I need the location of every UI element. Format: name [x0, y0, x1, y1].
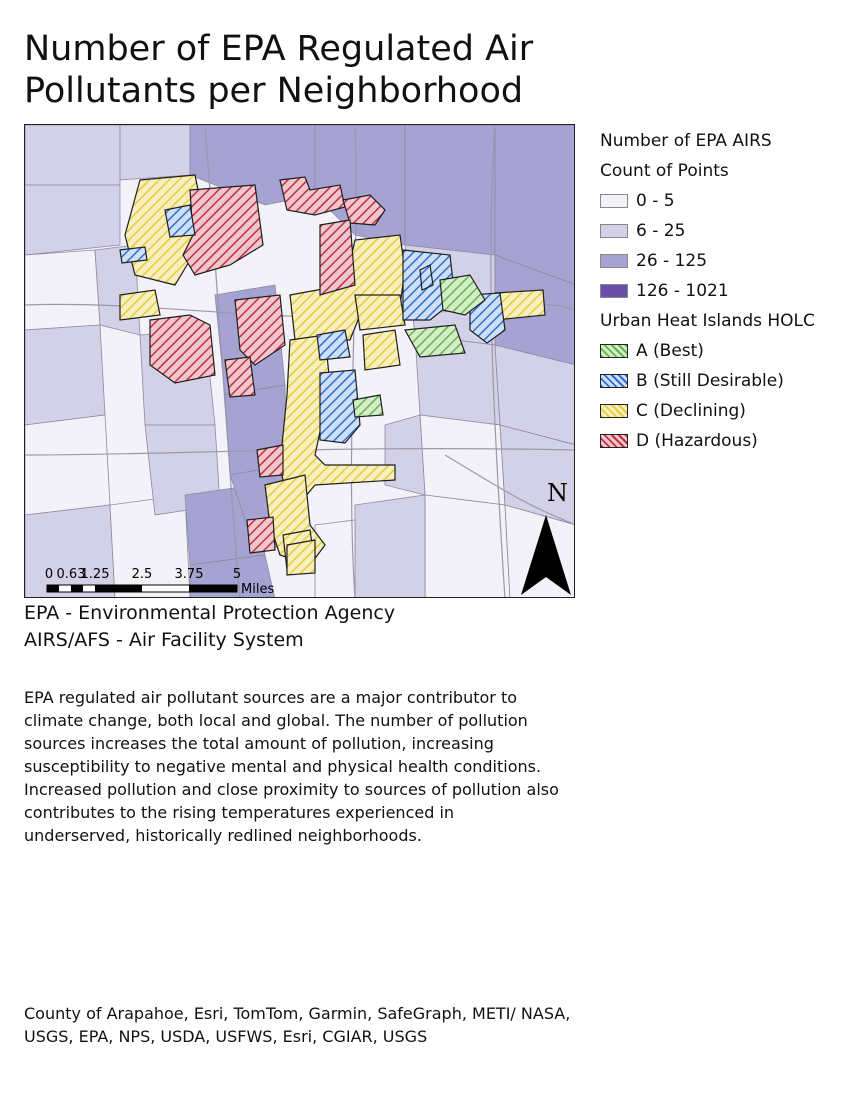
legend-hatch-swatch: [600, 404, 628, 418]
legend-label: 26 - 125: [636, 251, 708, 271]
holc-b-area: [119, 246, 148, 264]
description-text: EPA regulated air pollutant sources are …: [24, 688, 559, 845]
legend-label: 6 - 25: [636, 221, 686, 241]
legend-subheader: Count of Points: [600, 161, 729, 181]
holc-a-area: [352, 394, 384, 418]
data-credits: County of Arapahoe, Esri, TomTom, Garmin…: [24, 1004, 571, 1046]
legend-header: Number of EPA AIRS: [600, 131, 772, 151]
legend-item: 0 - 5: [600, 186, 815, 216]
legend-item: C (Declining): [600, 396, 815, 426]
legend-holc-header: Urban Heat Islands HOLC: [600, 311, 815, 331]
legend-swatch: [600, 224, 628, 238]
holc-d-area: [234, 294, 286, 366]
legend-item: 26 - 125: [600, 246, 815, 276]
legend-swatch: [600, 284, 628, 298]
holc-d-area: [246, 516, 276, 554]
holc-areas: [119, 174, 546, 576]
scale-tick-label: 0.63: [57, 567, 86, 582]
holc-d-area: [256, 444, 284, 478]
scale-tick-label: 0: [45, 567, 53, 582]
abbreviations: EPA - Environmental Protection Agency AI…: [24, 600, 395, 654]
holc-d-area: [182, 184, 264, 276]
holc-b-area: [319, 369, 361, 444]
scale-tick-label: 5: [233, 567, 241, 582]
legend-item: D (Hazardous): [600, 426, 815, 456]
abbreviation-airs: AIRS/AFS - Air Facility System: [24, 629, 304, 651]
holc-d-area: [342, 194, 386, 226]
legend-item: 6 - 25: [600, 216, 815, 246]
holc-b-area: [419, 264, 434, 291]
holc-a-area: [439, 274, 486, 316]
legend-swatch: [600, 254, 628, 268]
map-legend: Number of EPA AIRS Count of Points 0 - 5…: [600, 126, 815, 456]
legend-item: B (Still Desirable): [600, 366, 815, 396]
holc-c-area: [119, 289, 161, 321]
choropleth-map[interactable]: N 0 0.63 1.25 2.5 3.75 5 Miles: [25, 125, 575, 598]
holc-b-area: [164, 204, 196, 238]
map-frame[interactable]: N 0 0.63 1.25 2.5 3.75 5 Miles: [24, 124, 575, 598]
scale-unit-label: Miles: [241, 582, 274, 597]
scale-tick-label: 1.25: [81, 567, 110, 582]
legend-item: A (Best): [600, 336, 815, 366]
holc-b-area: [469, 292, 506, 344]
legend-hatch-swatch: [600, 344, 628, 358]
holc-c-area: [286, 539, 316, 576]
legend-label: 126 - 1021: [636, 281, 729, 301]
holc-d-area: [279, 176, 346, 216]
north-arrow-icon: N: [521, 479, 571, 595]
holc-d-area: [319, 219, 356, 296]
scale-tick-label: 2.5: [132, 567, 153, 582]
legend-hatch-swatch: [600, 434, 628, 448]
legend-label: 0 - 5: [636, 191, 675, 211]
legend-swatch: [600, 194, 628, 208]
legend-hatch-swatch: [600, 374, 628, 388]
holc-d-area: [149, 314, 216, 384]
scale-bar: 0 0.63 1.25 2.5 3.75 5 Miles: [45, 567, 275, 597]
legend-label: D (Hazardous): [636, 431, 758, 451]
holc-a-area: [404, 324, 466, 358]
legend-label: C (Declining): [636, 401, 746, 421]
map-title: Number of EPA Regulated Air Pollutants p…: [24, 29, 534, 111]
legend-label: A (Best): [636, 341, 704, 361]
abbreviation-epa: EPA - Environmental Protection Agency: [24, 602, 396, 624]
scale-tick-label: 3.75: [175, 567, 204, 582]
holc-c-area: [362, 329, 401, 371]
holc-c-area: [354, 294, 406, 331]
legend-label: B (Still Desirable): [636, 371, 784, 391]
legend-item: 126 - 1021: [600, 276, 815, 306]
holc-b-area: [316, 329, 351, 361]
north-label: N: [547, 479, 568, 507]
holc-d-area: [224, 356, 256, 398]
